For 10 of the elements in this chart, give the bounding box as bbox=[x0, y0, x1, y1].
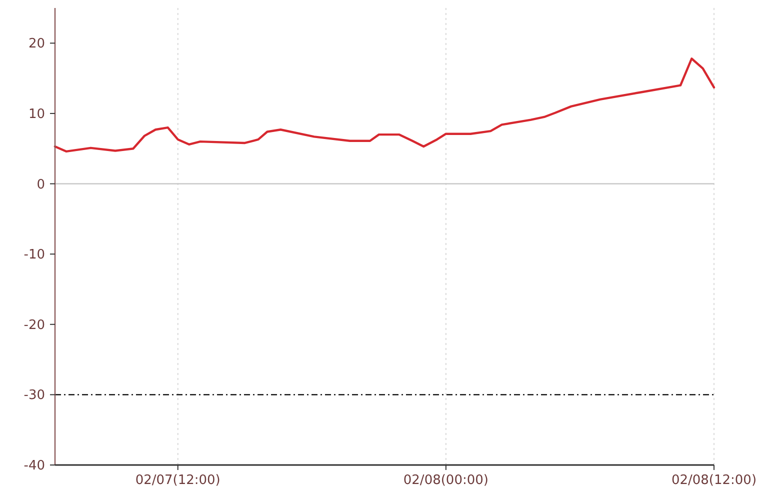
y-tick-label: 0 bbox=[36, 177, 45, 192]
y-tick-label: -20 bbox=[24, 318, 45, 333]
x-tick-label: 02/08(00:00) bbox=[403, 473, 488, 488]
y-tick-label: 10 bbox=[28, 107, 45, 122]
y-tick-label: 20 bbox=[28, 36, 45, 52]
y-tick-label: -40 bbox=[24, 458, 45, 474]
x-tick-label: 02/07(12:00) bbox=[135, 473, 220, 488]
x-tick-label: 02/08(12:00) bbox=[671, 473, 757, 488]
y-tick-label: -10 bbox=[24, 248, 45, 263]
y-tick-label: -30 bbox=[24, 388, 45, 404]
